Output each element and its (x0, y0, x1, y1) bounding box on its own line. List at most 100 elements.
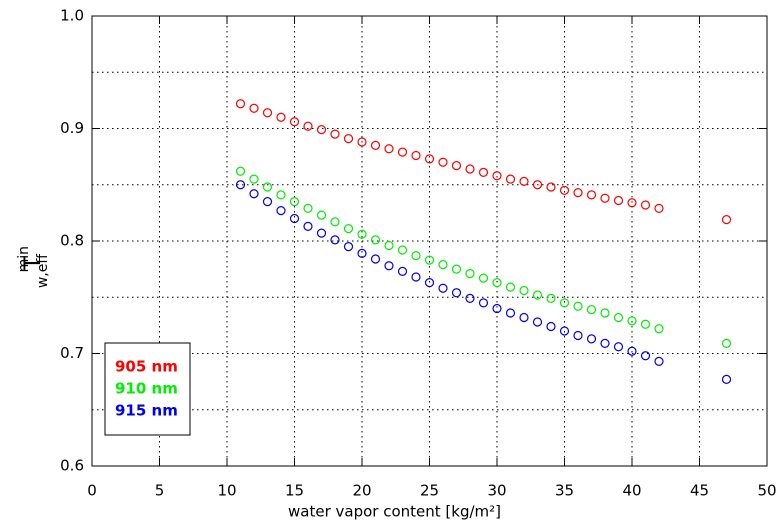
data-point (249, 174, 259, 184)
data-point (505, 282, 516, 292)
data-point (438, 260, 448, 270)
data-point (289, 117, 300, 127)
data-point (303, 221, 313, 231)
data-point (316, 228, 327, 238)
data-point (654, 356, 664, 366)
y-tick-label: 0.9 (60, 119, 84, 137)
data-point (411, 251, 421, 261)
data-point (573, 330, 583, 341)
data-point (262, 197, 273, 207)
data-point (249, 189, 259, 199)
x-tick-label: 35 (555, 482, 574, 500)
data-point (370, 140, 381, 150)
legend-box (104, 342, 191, 436)
data-point (411, 272, 421, 282)
data-point (235, 99, 246, 109)
data-point (262, 182, 273, 192)
data-point (249, 103, 259, 113)
data-point (492, 278, 502, 288)
y-tick-label: 1.0 (60, 7, 84, 25)
data-point (559, 185, 570, 195)
data-point (262, 108, 273, 118)
data-point (532, 317, 543, 327)
data-point (465, 164, 475, 174)
data-point (613, 312, 624, 323)
data-point (276, 112, 286, 122)
data-point (613, 195, 624, 206)
data-point (478, 273, 489, 283)
x-tick-label: 10 (217, 482, 236, 500)
data-point (721, 374, 732, 384)
data-point (384, 144, 394, 154)
data-point (357, 137, 367, 147)
data-point (411, 150, 421, 161)
data-point (505, 174, 516, 184)
data-point (559, 298, 570, 308)
x-tick-label: 15 (285, 482, 304, 500)
data-point (654, 324, 664, 334)
data-point (384, 261, 394, 271)
data-point (519, 285, 529, 296)
data-point (370, 254, 381, 264)
data-point (303, 121, 313, 131)
data-point (546, 182, 556, 192)
data-point (546, 293, 556, 303)
data-point (289, 213, 300, 224)
data-point (357, 229, 367, 239)
data-point (330, 217, 340, 227)
data-point (532, 180, 543, 190)
data-point (438, 283, 448, 293)
data-point (343, 134, 354, 144)
x-tick-label: 45 (690, 482, 709, 500)
data-point (640, 319, 651, 329)
y-tick-label: 0.8 (60, 232, 84, 250)
x-tick-label: 20 (352, 482, 371, 500)
data-point (532, 290, 543, 300)
data-point (492, 171, 502, 181)
data-point (613, 342, 624, 352)
data-point (316, 210, 327, 220)
y-label-main: T (21, 256, 46, 271)
data-point (465, 269, 475, 279)
data-point (357, 248, 367, 258)
y-axis-label: T min w,eff (16, 246, 51, 288)
legend-label: 915 nm (115, 402, 178, 420)
data-point (654, 203, 664, 213)
data-point (316, 125, 327, 135)
data-point (384, 240, 394, 251)
data-point (600, 193, 610, 203)
data-point (438, 157, 448, 167)
data-point (519, 176, 529, 186)
data-point (573, 301, 583, 311)
data-point (235, 180, 246, 190)
data-point (721, 338, 732, 348)
x-tick-label: 5 (155, 482, 165, 500)
data-point (370, 235, 381, 245)
data-point (289, 197, 300, 207)
data-point (451, 288, 462, 298)
data-point (600, 308, 610, 318)
data-point (465, 293, 475, 303)
data-point (424, 154, 435, 164)
data-point (330, 129, 340, 139)
x-axis-label: water vapor content [kg/m²] (288, 503, 501, 521)
x-tick-label: 25 (420, 482, 439, 500)
data-point (478, 298, 489, 308)
data-point (586, 305, 597, 315)
x-tick-label: 30 (487, 482, 506, 500)
data-point (721, 215, 732, 225)
data-point (276, 190, 286, 200)
data-point (640, 351, 651, 361)
data-point (451, 161, 462, 171)
data-point (627, 198, 637, 208)
data-point (397, 245, 408, 255)
data-point (451, 264, 462, 274)
data-point (505, 308, 516, 318)
data-point (586, 190, 597, 200)
data-point (627, 346, 637, 356)
data-point (424, 255, 435, 265)
data-point (546, 321, 556, 332)
y-label-sup: min (16, 246, 32, 272)
data-point (330, 235, 340, 245)
